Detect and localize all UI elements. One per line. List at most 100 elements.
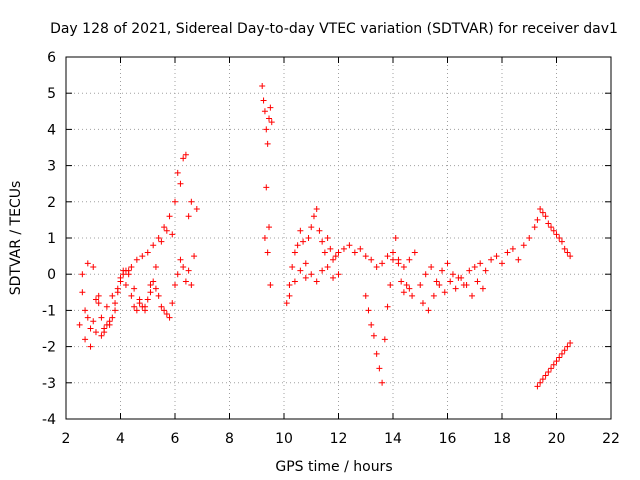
x-tick-label: 18 xyxy=(493,431,511,447)
data-point xyxy=(471,263,478,270)
data-point xyxy=(409,292,416,299)
data-point xyxy=(128,292,135,299)
data-point xyxy=(180,263,187,270)
data-point xyxy=(335,249,342,256)
data-point xyxy=(152,263,159,270)
data-point xyxy=(147,282,154,289)
data-point xyxy=(379,260,386,267)
data-point xyxy=(439,267,446,274)
data-point xyxy=(155,235,162,241)
data-point xyxy=(163,311,170,318)
data-point xyxy=(98,332,105,339)
data-point xyxy=(133,256,140,263)
data-point xyxy=(561,245,568,252)
data-point xyxy=(469,292,476,299)
data-point xyxy=(139,253,146,260)
data-point xyxy=(302,274,309,281)
data-point xyxy=(131,303,138,310)
data-point xyxy=(330,274,337,281)
data-point xyxy=(266,115,273,122)
data-point xyxy=(169,231,176,238)
data-point xyxy=(321,249,328,256)
data-point xyxy=(368,256,375,263)
data-point xyxy=(95,292,102,299)
y-tick-label: -2 xyxy=(42,340,56,356)
data-point xyxy=(305,235,312,241)
data-point xyxy=(390,256,396,263)
data-point xyxy=(539,209,546,216)
data-point xyxy=(263,184,270,191)
data-point xyxy=(553,358,560,365)
data-point xyxy=(79,289,86,296)
data-point xyxy=(158,238,165,245)
data-point xyxy=(330,256,337,263)
data-point xyxy=(172,282,178,289)
data-point xyxy=(291,249,298,256)
data-point xyxy=(390,249,396,256)
data-point xyxy=(531,224,538,231)
grid xyxy=(66,57,611,419)
data-point xyxy=(185,267,192,274)
x-tick-label: 10 xyxy=(275,431,293,447)
data-point xyxy=(103,303,110,310)
data-point xyxy=(324,235,331,241)
data-point xyxy=(398,278,405,285)
data-point xyxy=(150,278,157,285)
data-point xyxy=(504,249,511,256)
data-point xyxy=(458,274,465,281)
data-point xyxy=(147,289,154,296)
data-point xyxy=(564,249,571,256)
data-point xyxy=(479,285,486,292)
data-point xyxy=(553,231,560,238)
data-point xyxy=(406,256,413,263)
data-point xyxy=(558,238,565,245)
data-point xyxy=(174,169,181,176)
data-point xyxy=(286,282,293,289)
data-point xyxy=(436,282,443,289)
data-point xyxy=(182,278,189,285)
data-point xyxy=(300,238,307,245)
data-point xyxy=(545,220,552,227)
data-point xyxy=(142,303,149,310)
data-point xyxy=(177,256,184,263)
data-point xyxy=(185,213,192,220)
y-axis-label: SDTVAR / TECUs xyxy=(8,181,24,296)
data-point xyxy=(422,271,429,278)
data-point xyxy=(425,307,432,314)
data-point xyxy=(392,235,399,241)
data-point xyxy=(332,253,339,260)
data-points xyxy=(76,82,574,390)
data-point xyxy=(327,245,334,252)
data-point xyxy=(133,307,140,314)
data-point xyxy=(101,329,108,336)
data-point xyxy=(131,285,138,292)
x-tick-label: 14 xyxy=(384,431,402,447)
data-point xyxy=(447,278,454,285)
data-point xyxy=(172,198,178,205)
data-point xyxy=(79,271,86,278)
data-point xyxy=(550,227,557,234)
data-point xyxy=(169,300,176,307)
data-point xyxy=(499,260,505,267)
data-point xyxy=(400,263,407,270)
y-tick-label: 5 xyxy=(47,86,56,102)
data-point xyxy=(488,256,495,263)
data-point xyxy=(302,260,309,267)
data-point xyxy=(539,376,546,383)
data-point xyxy=(548,365,555,372)
data-point xyxy=(188,282,195,289)
data-point xyxy=(87,325,94,332)
y-tick-label: 0 xyxy=(47,267,56,283)
chart-title: Day 128 of 2021, Sidereal Day-to-day VTE… xyxy=(50,21,618,37)
data-point xyxy=(449,271,456,278)
data-point xyxy=(482,267,489,274)
data-point xyxy=(444,260,451,267)
data-point xyxy=(319,267,326,274)
data-point xyxy=(109,292,116,299)
data-point xyxy=(567,253,574,260)
data-point xyxy=(261,235,268,241)
data-point xyxy=(316,227,323,234)
data-point xyxy=(263,126,270,133)
data-point xyxy=(266,224,273,231)
data-point xyxy=(351,249,358,256)
